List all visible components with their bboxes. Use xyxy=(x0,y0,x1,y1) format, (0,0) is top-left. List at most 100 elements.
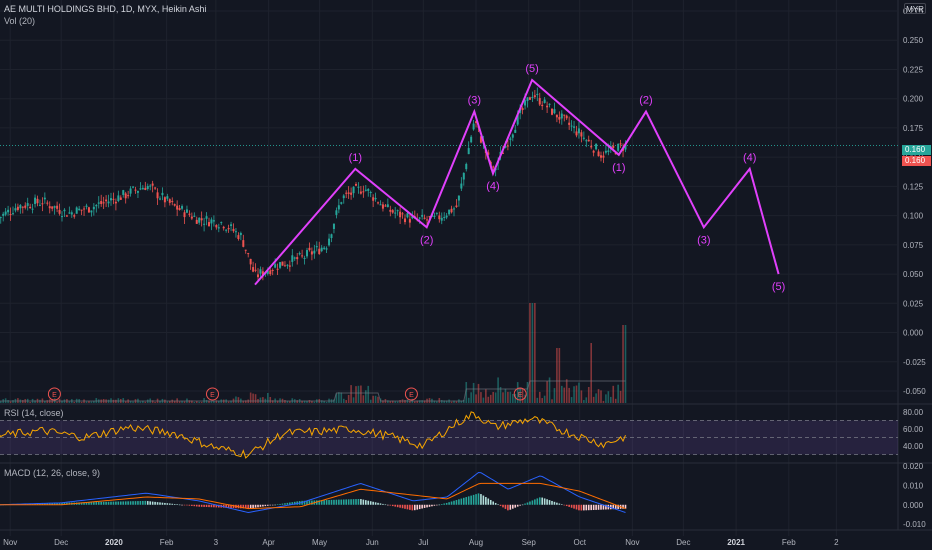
candle-body xyxy=(2,213,5,216)
candle-body xyxy=(509,138,512,140)
candle-body xyxy=(386,204,389,208)
volume-bar xyxy=(453,400,455,403)
macd-histogram-bar xyxy=(514,504,517,508)
candle-body xyxy=(448,209,451,215)
candle-body xyxy=(337,205,340,210)
volume-bar xyxy=(614,398,617,403)
macd-indicator-label[interactable]: MACD (12, 26, close, 9) xyxy=(4,468,101,478)
candle-body xyxy=(283,265,286,267)
candle-body xyxy=(538,98,541,105)
candle-body xyxy=(63,209,66,212)
x-axis-tick-label: Sep xyxy=(522,538,537,547)
macd-histogram-bar xyxy=(546,499,548,505)
macd-histogram-bar xyxy=(404,504,406,509)
volume-bar xyxy=(352,397,355,403)
candle-body xyxy=(528,97,531,100)
candle-body xyxy=(0,217,2,219)
x-axis-tick-label: Apr xyxy=(262,538,275,547)
candle-body xyxy=(381,204,384,209)
candle-body xyxy=(320,247,323,252)
macd-histogram-bar xyxy=(497,504,499,506)
candle-body xyxy=(61,216,63,218)
volume-bar xyxy=(489,394,492,403)
macd-histogram-bar xyxy=(325,500,328,505)
candle-body xyxy=(68,212,71,214)
elliott-wave-line xyxy=(254,78,780,286)
volume-bar xyxy=(254,394,257,403)
macd-histogram-bar xyxy=(519,504,521,506)
candle-body xyxy=(217,227,220,229)
candle-body xyxy=(274,264,277,268)
volume-bar xyxy=(252,393,254,403)
macd-histogram-bar xyxy=(48,503,51,505)
candle-body xyxy=(394,212,397,214)
volume-bar xyxy=(262,397,264,403)
volume-bar xyxy=(323,400,325,403)
rsi-line xyxy=(0,411,626,459)
x-axis-tick-label: Feb xyxy=(160,538,174,547)
macd-histogram-bar xyxy=(445,502,448,505)
macd-histogram-bar xyxy=(44,503,46,505)
symbol-title[interactable]: AE MULTI HOLDINGS BHD, 1D, MYX, Heikin A… xyxy=(4,4,207,14)
macd-histogram-bar xyxy=(34,503,36,505)
macd-axis-tick-label: -0.010 xyxy=(903,520,926,529)
candle-body xyxy=(48,206,51,209)
candle-body xyxy=(614,152,617,155)
macd-histogram-bar xyxy=(440,504,443,505)
candle-body xyxy=(546,105,549,108)
volume-bar xyxy=(568,387,570,403)
candle-body xyxy=(183,212,186,218)
candle-body xyxy=(190,216,193,219)
candle-body xyxy=(514,129,517,133)
macd-histogram-bar xyxy=(382,503,384,505)
candle-body xyxy=(75,207,78,214)
macd-histogram-bar xyxy=(333,499,335,505)
volume-bar xyxy=(570,397,573,403)
price-axis-tick-label: 0.050 xyxy=(903,270,924,279)
macd-histogram-bar xyxy=(88,502,90,505)
volume-bar xyxy=(355,386,357,403)
macd-histogram-bar xyxy=(365,500,367,505)
candle-body xyxy=(379,204,382,206)
close-price-tag: 0.160 xyxy=(902,145,931,155)
volume-bar xyxy=(210,401,213,403)
candle-body xyxy=(367,188,370,191)
volume-bar xyxy=(543,395,546,403)
rsi-indicator-label[interactable]: RSI (14, close) xyxy=(4,408,64,418)
candle-body xyxy=(269,270,272,275)
volume-bar xyxy=(575,385,578,403)
candle-body xyxy=(41,203,44,205)
volume-bar xyxy=(482,397,485,403)
macd-histogram-bar xyxy=(39,503,41,505)
macd-histogram-bar xyxy=(129,501,132,505)
macd-histogram-bar xyxy=(61,502,63,505)
macd-histogram-bar xyxy=(178,504,181,506)
volume-indicator-label[interactable]: Vol (20) xyxy=(4,16,36,26)
macd-histogram-bar xyxy=(597,504,600,510)
macd-histogram-bar xyxy=(558,503,561,505)
candle-body xyxy=(181,206,184,209)
macd-histogram-bar xyxy=(531,500,534,505)
earnings-marker-label: E xyxy=(210,392,215,399)
candle-body xyxy=(612,145,615,148)
currency-badge[interactable]: MYR xyxy=(904,3,926,14)
candle-body xyxy=(301,255,304,257)
volume-bar xyxy=(409,401,411,403)
candle-body xyxy=(56,205,59,209)
candle-body xyxy=(467,148,470,155)
macd-histogram-bar xyxy=(122,501,125,505)
volume-bar xyxy=(487,396,490,403)
candle-body xyxy=(418,217,421,219)
volume-bar xyxy=(421,400,423,403)
earnings-marker-label: E xyxy=(409,392,414,399)
rsi-axis-tick-label: 40.00 xyxy=(903,442,924,451)
volume-bar xyxy=(80,401,83,403)
candle-body xyxy=(595,143,598,150)
candle-body xyxy=(313,250,316,254)
volume-bar xyxy=(129,400,132,403)
volume-bar xyxy=(313,401,316,403)
macd-histogram-bar xyxy=(267,504,269,506)
macd-histogram-bar xyxy=(592,504,595,510)
candle-body xyxy=(203,223,206,225)
